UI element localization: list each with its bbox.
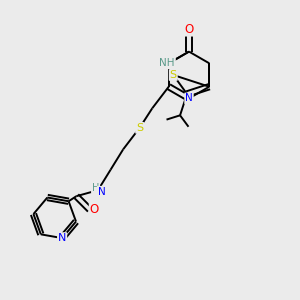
Text: N: N [98,187,105,197]
Text: S: S [170,70,177,80]
Text: O: O [90,203,99,216]
Text: S: S [136,123,143,133]
Text: N: N [58,233,66,243]
Text: H: H [92,183,99,193]
Text: NH: NH [160,58,175,68]
Text: O: O [184,22,194,36]
Text: N: N [185,93,193,103]
